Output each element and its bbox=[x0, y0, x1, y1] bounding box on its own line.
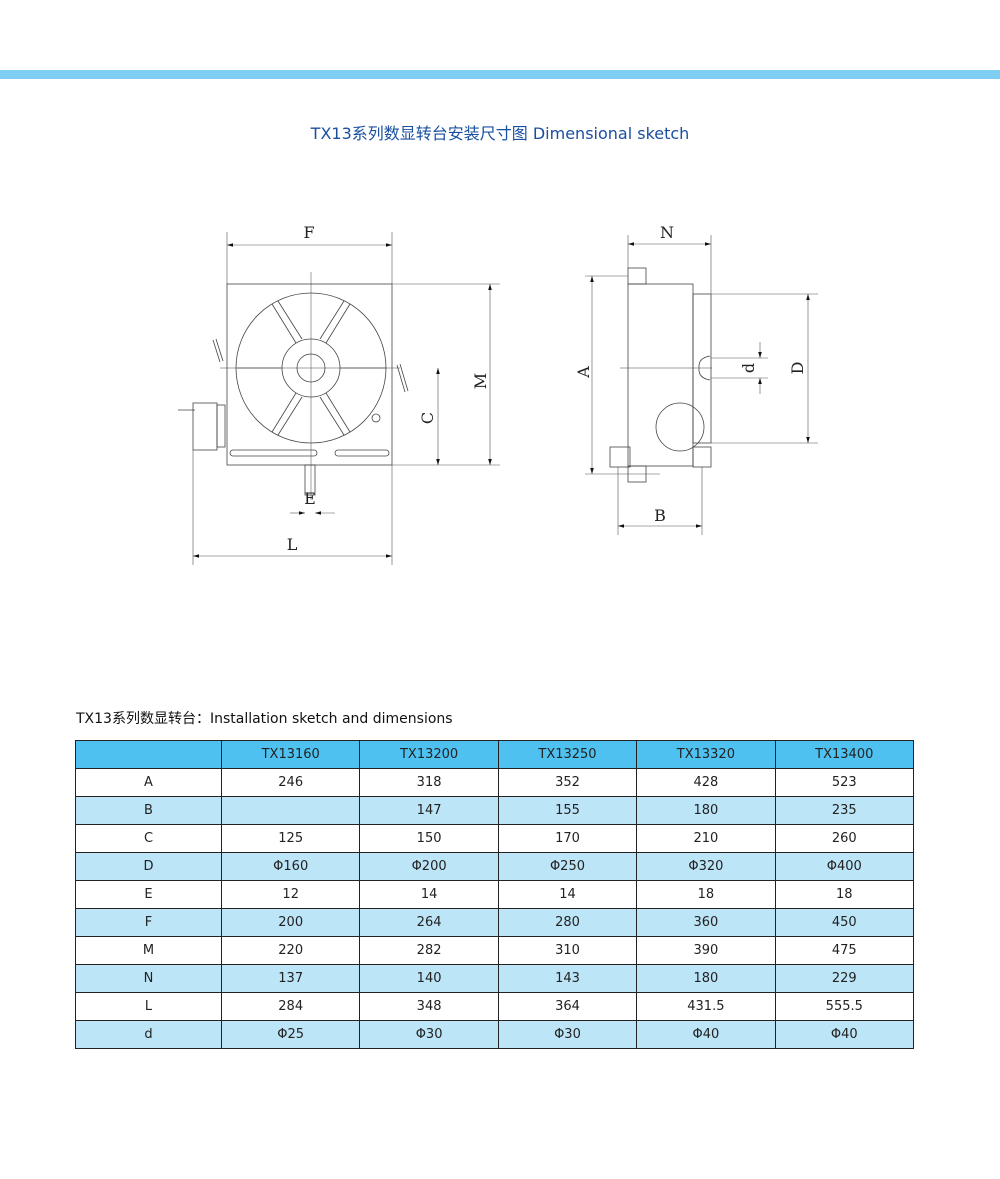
table-cell: Φ200 bbox=[359, 852, 499, 881]
table-row: D Φ160 Φ200 Φ250 Φ320 Φ400 bbox=[75, 852, 915, 881]
dim-label-B: B bbox=[654, 506, 666, 525]
table-cell: Φ30 bbox=[497, 1020, 638, 1049]
row-label: d bbox=[75, 1020, 222, 1049]
dim-label-N: N bbox=[660, 223, 674, 242]
dim-label-F: F bbox=[303, 223, 314, 242]
table-cell: 284 bbox=[220, 992, 361, 1021]
table-cell: 170 bbox=[497, 824, 638, 853]
dimension-lines bbox=[192, 232, 818, 565]
table-cell: 155 bbox=[497, 796, 638, 825]
front-view bbox=[178, 272, 409, 500]
dimensional-sketch: F M C E L N A D d B bbox=[178, 223, 818, 565]
table-cell: Φ40 bbox=[636, 1020, 776, 1049]
dimensions-table: TX13160 TX13200 TX13250 TX13320 TX13400 A 246… bbox=[75, 740, 915, 1049]
dim-label-E: E bbox=[304, 489, 316, 508]
table-cell: 180 bbox=[636, 796, 776, 825]
table-cell: 475 bbox=[774, 936, 915, 965]
table-cell: 390 bbox=[636, 936, 776, 965]
table-cell: 143 bbox=[497, 964, 638, 993]
table-cell: 282 bbox=[359, 936, 499, 965]
table-cell: 260 bbox=[774, 824, 915, 853]
row-label: L bbox=[75, 992, 222, 1021]
dim-label-C: C bbox=[418, 412, 437, 424]
table-row: M 220 282 310 390 475 bbox=[75, 936, 915, 965]
table-row: F 200 264 280 360 450 bbox=[75, 908, 915, 937]
side-view bbox=[609, 267, 712, 483]
table-cell: 360 bbox=[636, 908, 776, 937]
table-cell: 140 bbox=[359, 964, 499, 993]
row-label: A bbox=[75, 768, 222, 797]
column-header: TX13400 bbox=[774, 740, 915, 769]
table-cell: 352 bbox=[497, 768, 638, 797]
dim-label-M: M bbox=[471, 373, 490, 389]
table-row: A 246 318 352 428 523 bbox=[75, 768, 915, 797]
table-cell: 364 bbox=[497, 992, 638, 1021]
table-cell: 229 bbox=[774, 964, 915, 993]
row-label: E bbox=[75, 880, 222, 909]
table-row: L 284 348 364 431.5 555.5 bbox=[75, 992, 915, 1021]
row-label: D bbox=[75, 852, 222, 881]
table-row: d Φ25 Φ30 Φ30 Φ40 Φ40 bbox=[75, 1020, 915, 1049]
table-cell: 220 bbox=[220, 936, 361, 965]
table-cell: 18 bbox=[636, 880, 776, 909]
table-cell: Φ25 bbox=[220, 1020, 361, 1049]
table-row: B 147 155 180 235 bbox=[75, 796, 915, 825]
table-cell: Φ400 bbox=[774, 852, 915, 881]
table-cell: 428 bbox=[636, 768, 776, 797]
dim-label-d: d bbox=[739, 363, 758, 373]
table-cell: 264 bbox=[359, 908, 499, 937]
top-accent-band bbox=[0, 70, 1000, 79]
table-cell bbox=[220, 796, 361, 825]
dim-label-A: A bbox=[574, 366, 593, 379]
table-cell: 431.5 bbox=[636, 992, 776, 1021]
table-cell: 280 bbox=[497, 908, 638, 937]
table-row: E 12 14 14 18 18 bbox=[75, 880, 915, 909]
table-cell: 523 bbox=[774, 768, 915, 797]
table-cell: 180 bbox=[636, 964, 776, 993]
column-header: TX13160 bbox=[220, 740, 361, 769]
table-cell: 318 bbox=[359, 768, 499, 797]
table-cell: 450 bbox=[774, 908, 915, 937]
column-header: TX13200 bbox=[359, 740, 499, 769]
row-label: C bbox=[75, 824, 222, 853]
table-cell: Φ320 bbox=[636, 852, 776, 881]
table-cell: Φ40 bbox=[774, 1020, 915, 1049]
row-label: F bbox=[75, 908, 222, 937]
table-cell: 147 bbox=[359, 796, 499, 825]
column-header: TX13320 bbox=[636, 740, 776, 769]
table-row: N 137 140 143 180 229 bbox=[75, 964, 915, 993]
table-cell: 246 bbox=[220, 768, 361, 797]
table-cell: 150 bbox=[359, 824, 499, 853]
dim-label-L: L bbox=[287, 535, 298, 554]
table-cell: Φ250 bbox=[497, 852, 638, 881]
dim-label-D: D bbox=[788, 362, 807, 375]
table-header-row: TX13160 TX13200 TX13250 TX13320 TX13400 bbox=[75, 740, 915, 769]
table-cell: Φ30 bbox=[359, 1020, 499, 1049]
table-cell: 137 bbox=[220, 964, 361, 993]
table-cell: 14 bbox=[359, 880, 499, 909]
table-cell: 348 bbox=[359, 992, 499, 1021]
column-header: TX13250 bbox=[497, 740, 638, 769]
table-cell: 310 bbox=[497, 936, 638, 965]
row-label: M bbox=[75, 936, 222, 965]
table-cell: Φ160 bbox=[220, 852, 361, 881]
table-cell: 12 bbox=[220, 880, 361, 909]
table-cell: 14 bbox=[497, 880, 638, 909]
table-title: TX13系列数显转台：Installation sketch and dimen… bbox=[76, 711, 453, 727]
table-cell: 235 bbox=[774, 796, 915, 825]
table-cell: 210 bbox=[636, 824, 776, 853]
row-label: N bbox=[75, 964, 222, 993]
page-title: TX13系列数显转台安装尺寸图 Dimensional sketch bbox=[310, 124, 690, 143]
table-row: C 125 150 170 210 260 bbox=[75, 824, 915, 853]
table-cell: 125 bbox=[220, 824, 361, 853]
table-cell: 555.5 bbox=[774, 992, 915, 1021]
column-header bbox=[75, 740, 222, 769]
table-cell: 200 bbox=[220, 908, 361, 937]
row-label: B bbox=[75, 796, 222, 825]
table-cell: 18 bbox=[774, 880, 915, 909]
